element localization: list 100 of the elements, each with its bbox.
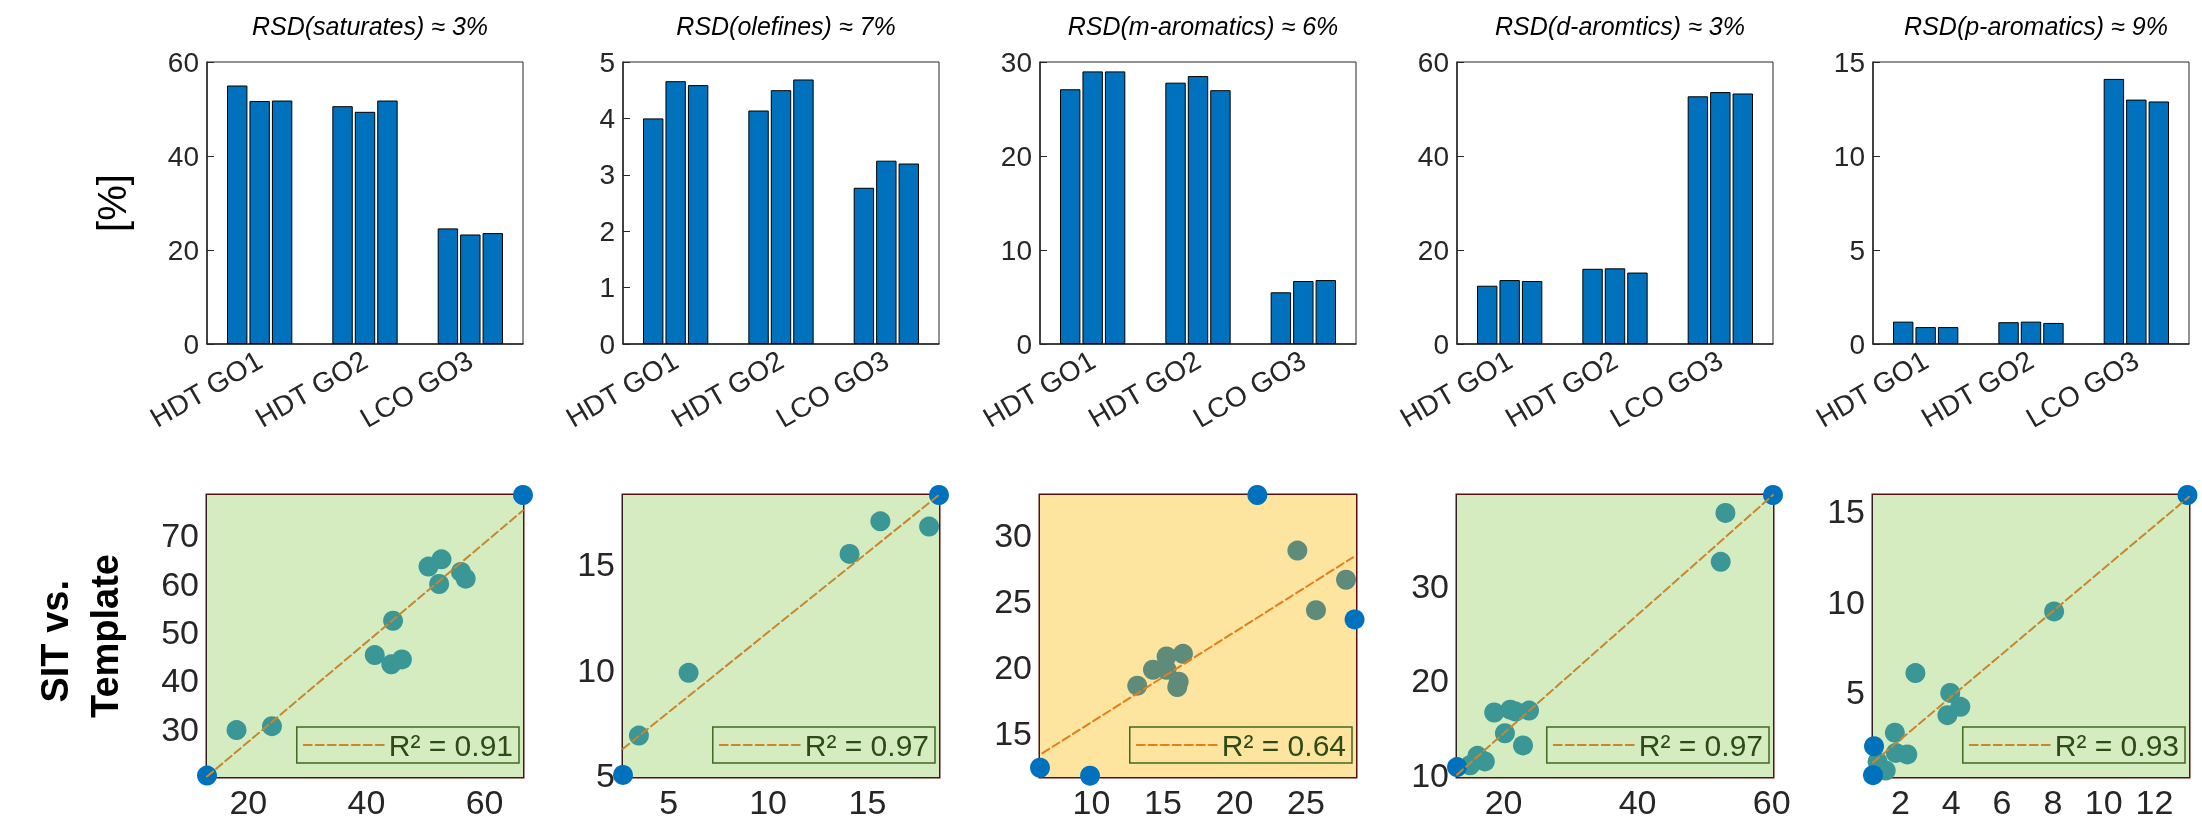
chart-title: RSD(p-aromatics) ≈ 9%	[1904, 11, 2168, 40]
bar	[793, 79, 814, 344]
x-tick-label: 15	[848, 783, 887, 821]
bar	[2103, 78, 2125, 344]
point	[1494, 723, 1515, 744]
y-tick-label: 15	[994, 714, 1032, 753]
point	[839, 543, 860, 564]
y-tick-label: 40	[161, 661, 199, 700]
point	[364, 645, 385, 666]
y-tick-label: 30	[1411, 567, 1449, 606]
legend-label: R² = 0.91	[388, 728, 513, 762]
y-tick-label: 4	[599, 102, 615, 134]
y-tick-label: 5	[1849, 234, 1865, 266]
point	[1950, 696, 1971, 717]
y-tick-label: 40	[1417, 140, 1449, 172]
x-tick-label: 60	[465, 783, 504, 821]
y-tick-label: 20	[167, 234, 199, 266]
bar	[853, 187, 875, 344]
y-tick-label: 5	[1846, 673, 1865, 712]
bar	[1937, 327, 1959, 344]
x-tick-label: 10	[2084, 783, 2123, 821]
x-tick-label: 6	[1992, 783, 2012, 821]
bar	[1687, 96, 1709, 344]
bar	[1210, 90, 1231, 344]
point	[919, 516, 940, 537]
point	[1447, 757, 1467, 778]
point	[1287, 540, 1308, 561]
x-tick-label: 8	[2043, 783, 2063, 821]
y-tick-label: 15	[1827, 492, 1865, 531]
bar	[1165, 82, 1186, 344]
y-tick-label: 50	[161, 612, 199, 651]
y-tick-label: 25	[994, 581, 1032, 620]
y-tick-label: 10	[1000, 234, 1032, 266]
legend-label: R² = 0.93	[2054, 728, 2179, 762]
bar	[1998, 322, 2019, 344]
bar	[271, 100, 293, 344]
point	[1905, 663, 1926, 684]
y-tick-label: 15	[577, 545, 615, 584]
point	[929, 485, 949, 505]
x-tick-label: 60	[1752, 783, 1791, 821]
chart-title: RSD(m-aromatics) ≈ 6%	[1067, 11, 1339, 40]
chart-title: RSD(olefines) ≈ 7%	[676, 11, 896, 40]
point	[1863, 765, 1883, 786]
y-tick-label: 2	[599, 215, 615, 247]
bar	[1104, 71, 1126, 344]
bar	[1270, 292, 1292, 344]
y-tick-label: 10	[1833, 140, 1865, 172]
point	[1513, 735, 1534, 756]
point	[2177, 485, 2198, 505]
legend-label: R² = 0.64	[1221, 728, 1346, 762]
x-tick-label: 20	[229, 783, 268, 821]
point	[1173, 643, 1193, 664]
bar	[377, 100, 398, 344]
y-tick-label: 30	[994, 515, 1032, 554]
point	[678, 662, 699, 683]
y-tick-label: 5	[599, 46, 615, 78]
point	[1884, 722, 1905, 743]
bar	[1582, 268, 1603, 344]
bar	[770, 90, 792, 344]
x-tick-label: 25	[1287, 783, 1325, 821]
y-tick-label: 30	[161, 709, 199, 748]
point	[1710, 551, 1731, 572]
bar	[2020, 321, 2042, 344]
point	[1344, 609, 1365, 630]
y-tick-label: 10	[1411, 755, 1449, 794]
point	[613, 764, 633, 785]
y-tick-label: 15	[1833, 46, 1865, 78]
point	[1763, 485, 1783, 505]
x-tick-label: 40	[1618, 783, 1657, 821]
bar	[354, 111, 376, 344]
chart-title: RSD(saturates) ≈ 3%	[251, 11, 489, 40]
y-tick-label: 40	[167, 140, 199, 172]
x-tick-label: 10	[749, 783, 787, 821]
y-tick-label: 1	[599, 272, 615, 304]
y-tick-label: 70	[161, 516, 199, 555]
x-tick-label: 20	[1484, 783, 1523, 821]
bar	[332, 106, 353, 344]
y-tick-label: 60	[167, 46, 199, 78]
point	[1030, 757, 1050, 778]
point	[455, 568, 476, 589]
x-tick-label: 15	[1144, 783, 1182, 821]
point	[391, 649, 412, 670]
y-tick-label: 20	[1000, 140, 1032, 172]
y-tick-label: 60	[1417, 46, 1449, 78]
bar	[2043, 322, 2064, 344]
point	[1305, 600, 1326, 621]
point	[1897, 744, 1918, 765]
x-tick-label: 12	[2135, 783, 2174, 821]
chart-title: RSD(d-aromtics) ≈ 3%	[1495, 11, 1745, 40]
bar	[687, 85, 709, 344]
point	[1864, 736, 1885, 757]
bar	[1604, 268, 1626, 344]
x-tick-label: 5	[659, 783, 679, 821]
point	[1127, 675, 1148, 696]
y-tick-label: 0	[1016, 328, 1032, 360]
legend-label: R² = 0.97	[804, 728, 929, 762]
point	[513, 485, 533, 505]
point	[1080, 765, 1101, 786]
y-tick-label: 5	[596, 755, 615, 794]
bar	[1521, 281, 1543, 344]
